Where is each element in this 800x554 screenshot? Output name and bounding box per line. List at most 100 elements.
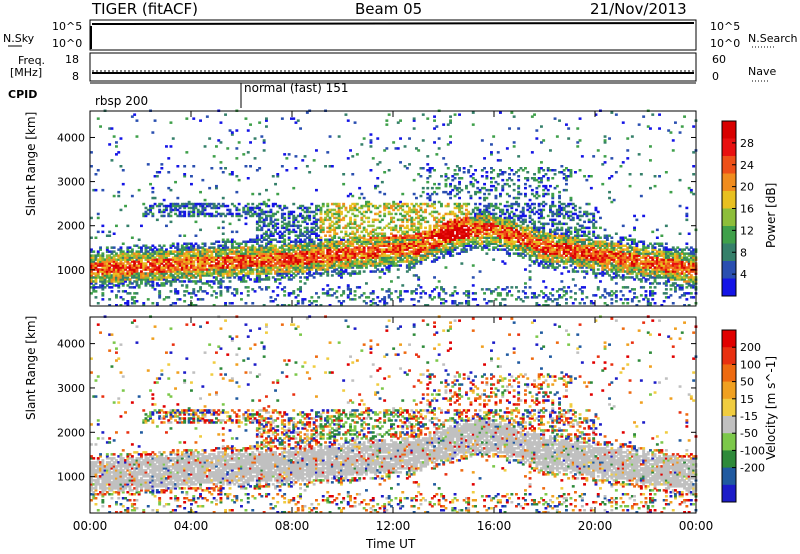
power-cell — [283, 248, 287, 251]
power-cell — [405, 258, 409, 261]
power-cell — [242, 254, 246, 257]
power-cell — [265, 232, 268, 235]
power-cell — [394, 236, 398, 239]
power-cell — [226, 147, 230, 150]
power-cell — [262, 236, 266, 239]
power-cell — [133, 113, 137, 116]
power-cell — [196, 254, 200, 257]
power-cell — [233, 276, 237, 279]
power-cell — [176, 268, 180, 271]
power-cell — [296, 236, 300, 239]
power-cell — [385, 258, 389, 261]
power-cell — [246, 212, 250, 216]
power-cell — [137, 188, 141, 192]
power-cell — [146, 246, 150, 249]
power-cell — [403, 230, 407, 234]
power-cell — [444, 190, 448, 194]
power-cell — [244, 222, 248, 226]
power-cell — [151, 262, 155, 265]
power-cell — [351, 230, 355, 234]
power-cell — [301, 262, 305, 265]
power-cell — [158, 171, 162, 174]
power-cell — [410, 250, 414, 253]
power-cell — [292, 224, 296, 228]
power-cell — [440, 224, 443, 228]
power-cell — [319, 220, 323, 224]
power-cell — [119, 256, 123, 259]
power-cell — [344, 252, 348, 255]
power-cell — [424, 226, 427, 230]
power-cell — [133, 286, 137, 289]
power-cell — [205, 252, 209, 255]
power-cell — [230, 266, 234, 269]
power-cell — [360, 248, 364, 251]
power-cell — [269, 256, 273, 259]
power-cell — [221, 264, 225, 267]
power-cell — [337, 242, 341, 245]
power-cell — [410, 222, 414, 226]
power-cell — [199, 288, 202, 291]
power-cell — [124, 280, 127, 283]
power-cell — [285, 272, 289, 275]
power-cell — [265, 260, 268, 263]
power-cell — [503, 298, 507, 301]
power-cell — [224, 272, 227, 275]
power-cell — [103, 266, 107, 269]
power-cell — [178, 204, 182, 208]
power-cell — [190, 175, 193, 178]
power-cell — [99, 262, 102, 265]
power-cell — [403, 242, 407, 245]
power-cell — [408, 236, 411, 239]
power-cell — [451, 248, 455, 251]
power-cell — [285, 224, 289, 228]
power-cell — [319, 230, 323, 234]
power-cell — [174, 246, 177, 249]
power-cell — [362, 252, 366, 255]
power-cell — [287, 294, 291, 297]
power-cell — [237, 178, 241, 182]
power-cell — [410, 220, 414, 224]
power-cell — [433, 242, 436, 245]
power-cell — [460, 188, 464, 192]
power-cell — [196, 248, 200, 251]
power-cell — [417, 252, 421, 255]
power-cell — [340, 272, 343, 275]
power-cell — [342, 256, 346, 259]
power-cell — [490, 300, 493, 303]
power-cell — [294, 224, 298, 228]
power-cell — [437, 246, 441, 249]
power-cell — [271, 232, 275, 235]
power-cell — [292, 250, 296, 253]
power-cell — [176, 252, 180, 255]
power-cell — [437, 244, 441, 247]
power-cell — [374, 206, 377, 210]
power-cell — [458, 252, 461, 255]
power-cell — [165, 248, 168, 251]
power-cell — [305, 264, 309, 267]
power-cell — [390, 238, 393, 241]
power-cell — [342, 290, 346, 293]
power-cell — [208, 202, 212, 206]
power-cell — [101, 262, 105, 265]
power-cell — [444, 244, 448, 247]
power-cell — [194, 304, 198, 307]
power-cell — [412, 240, 416, 243]
power-cell — [280, 224, 284, 228]
power-cell — [401, 192, 405, 196]
power-cell — [301, 302, 305, 305]
power-cell — [324, 212, 327, 216]
power-cell — [187, 256, 191, 259]
power-cell — [408, 256, 411, 259]
power-cell — [196, 202, 200, 206]
power-cell — [280, 212, 284, 216]
power-cell — [365, 258, 368, 261]
power-cell — [503, 262, 507, 265]
power-cell — [249, 206, 252, 210]
power-cell — [435, 186, 439, 190]
power-cell — [265, 266, 268, 269]
power-cell — [287, 248, 291, 251]
power-cell — [269, 214, 273, 218]
power-cell — [446, 228, 450, 232]
power-cell — [335, 210, 339, 214]
power-cell — [208, 137, 212, 140]
